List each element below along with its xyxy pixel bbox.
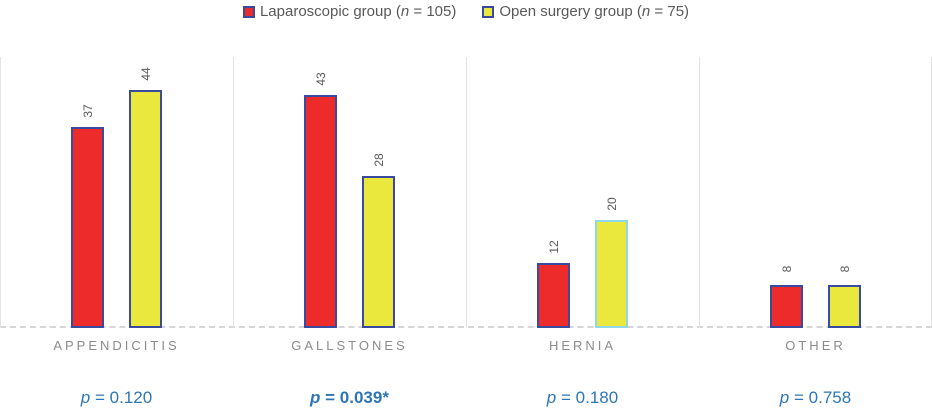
legend-swatch-red-icon xyxy=(242,6,255,18)
panel-hernia: 12 20 xyxy=(466,57,699,328)
category-label-other: OTHER xyxy=(785,338,846,353)
category-label-hernia: HERNIA xyxy=(548,338,617,353)
bar-laparoscopic-hernia xyxy=(537,263,570,328)
p-value-hernia: p = 0.180 xyxy=(546,388,619,407)
bar-open-surgery-hernia xyxy=(595,220,628,328)
p-value-gallstones: p = 0.039* xyxy=(310,388,389,407)
chart-legend: Laparoscopic group (n = 105) Open surger… xyxy=(0,3,932,21)
p-value-other: p = 0.758 xyxy=(779,388,852,407)
bar-open-surgery-appendicitis xyxy=(129,90,162,328)
bar-value-label: 8 xyxy=(837,265,852,273)
bar-laparoscopic-appendicitis xyxy=(71,127,104,328)
bar-value-label: 37 xyxy=(80,104,95,118)
bar-open-surgery-gallstones xyxy=(362,176,395,328)
legend-swatch-yellow-icon xyxy=(482,6,495,18)
legend-label: Laparoscopic group (n = 105) xyxy=(259,3,457,20)
bar-open-surgery-other xyxy=(828,285,861,328)
bar-value-label: 43 xyxy=(313,72,328,86)
legend-label: Open surgery group (n = 75) xyxy=(499,3,690,20)
panel-gallstones: 43 28 xyxy=(233,57,466,328)
p-value-appendicitis: p = 0.120 xyxy=(80,388,153,407)
bar-value-label: 28 xyxy=(371,153,386,167)
p-value-row: p = 0.120 p = 0.039* p = 0.180 p = 0.758 xyxy=(0,388,932,408)
legend-item-open-surgery: Open surgery group (n = 75) xyxy=(482,3,689,21)
panel-appendicitis: 37 44 xyxy=(0,57,233,328)
bar-value-label: 20 xyxy=(604,197,619,211)
bar-laparoscopic-other xyxy=(770,285,803,328)
bar-value-label: 44 xyxy=(138,67,153,81)
bar-laparoscopic-gallstones xyxy=(304,95,337,328)
category-axis: APPENDICITIS GALLSTONES HERNIA OTHER xyxy=(0,338,932,353)
category-label-appendicitis: APPENDICITIS xyxy=(53,338,180,353)
bar-value-label: 8 xyxy=(779,265,794,273)
category-label-gallstones: GALLSTONES xyxy=(291,338,408,353)
legend-item-laparoscopic: Laparoscopic group (n = 105) xyxy=(242,3,457,21)
bar-value-label: 12 xyxy=(546,240,561,254)
